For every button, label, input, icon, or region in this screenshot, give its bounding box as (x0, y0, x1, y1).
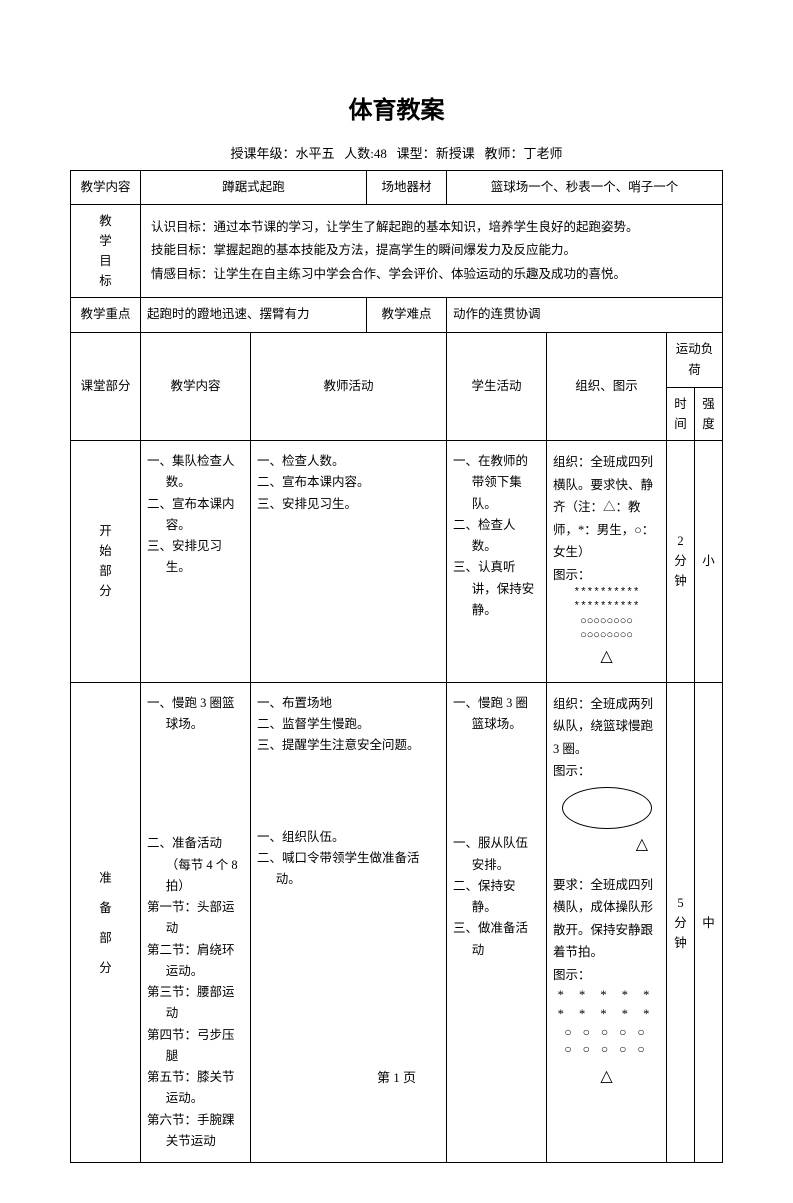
teacher-triangle-icon: △ (636, 831, 648, 860)
keypoint-value: 起跑时的蹬地迅速、摆臂有力 (141, 298, 367, 332)
cell-equipment-label: 场地器材 (367, 171, 447, 205)
list-item: 一、布置场地 (257, 693, 440, 714)
table-row: 教学内容 蹲踞式起跑 场地器材 篮球场一个、秒表一个、哨子一个 (71, 171, 723, 205)
hdr-load: 运动负荷 (667, 332, 723, 388)
cell-content-value: 蹲踞式起跑 (141, 171, 367, 205)
table-row-start: 开始部分 一、集队检查人数。 二、宣布本课内容。 三、安排见习生。 一、检查人数… (71, 441, 723, 683)
grade-label: 授课年级： (231, 146, 296, 161)
hdr-content: 教学内容 (141, 332, 251, 441)
start-org: 组织：全班成四列横队。要求快、静齐（注：△：教师，*：男生，○：女生） 图示： … (547, 441, 667, 683)
list-item: 第六节：手腕踝关节运动 (147, 1110, 244, 1153)
keypoint-label: 教学重点 (71, 298, 141, 332)
difficulty-label: 教学难点 (367, 298, 447, 332)
type-label: 课型： (397, 146, 436, 161)
diagram-row: ○○○○○○○○ (553, 629, 660, 643)
goal-3: 情感目标：让学生在自主练习中学会合作、学会评价、体验运动的乐趣及成功的喜悦。 (151, 263, 712, 287)
table-row: 教学重点 起跑时的蹬地迅速、摆臂有力 教学难点 动作的连贯协调 (71, 298, 723, 332)
start-time: 2分钟 (667, 441, 695, 683)
diagram-row: * * * * * (553, 1005, 660, 1024)
org-legend: 图示： (553, 964, 660, 987)
list-item: 二、宣布本课内容。 (147, 494, 244, 537)
meta-line: 授课年级：水平五 人数:48 课型：新授课 教师：丁老师 (70, 143, 723, 162)
start-intensity: 小 (695, 441, 723, 683)
prep-label: 准备部分 (71, 682, 141, 1162)
org-legend: 图示： (553, 760, 660, 783)
hdr-student: 学生活动 (447, 332, 547, 441)
diagram-row: ○ ○ ○ ○ ○ (553, 1024, 660, 1041)
teacher-value: 丁老师 (523, 146, 562, 161)
list-item: 一、组织队伍。 (257, 827, 440, 848)
start-teacher: 一、检查人数。 二、宣布本课内容。 三、安排见习生。 (251, 441, 447, 683)
table-row: 教学目标 认识目标：通过本节课的学习，让学生了解起跑的基本知识，培养学生良好的起… (71, 205, 723, 298)
org-text: 组织：全班成四列横队。要求快、静齐（注：△：教师，*：男生，○：女生） (553, 451, 660, 564)
list-item: 一、慢跑 3 圈篮球场。 (147, 693, 244, 736)
hdr-org: 组织、图示 (547, 332, 667, 441)
org-text: 组织：全班成两列纵队，绕篮球慢跑 3 圈。 (553, 693, 660, 761)
type-value: 新授课 (436, 146, 475, 161)
list-item: 一、慢跑 3 圈篮球场。 (453, 693, 540, 736)
list-item: 三、认真听讲，保持安静。 (453, 557, 540, 621)
prep-intensity: 中 (695, 682, 723, 1162)
list-item: 二、宣布本课内容。 (257, 472, 440, 493)
diagram-row: ********** (553, 586, 660, 600)
teacher-label: 教师： (484, 146, 523, 161)
goals-cell: 认识目标：通过本节课的学习，让学生了解起跑的基本知识，培养学生良好的起跑姿势。 … (141, 205, 723, 298)
page-title: 体育教案 (70, 90, 723, 125)
list-item: 二、保持安静。 (453, 876, 540, 919)
start-student: 一、在教师的带领下集队。 二、检查人数。 三、认真听讲，保持安静。 (447, 441, 547, 683)
hdr-intensity: 强度 (695, 388, 723, 441)
org-text: 要求：全班成四列横队，成体操队形散开。保持安静跟着节拍。 (553, 874, 660, 964)
diagram-row: * * * * * (553, 986, 660, 1005)
list-item: 三、做准备活动 (453, 918, 540, 961)
list-item: 一、在教师的带领下集队。 (453, 451, 540, 515)
table-row: 课堂部分 教学内容 教师活动 学生活动 组织、图示 运动负荷 (71, 332, 723, 388)
list-item: 二、准备活动（每节 4 个 8 拍） (147, 833, 244, 897)
hdr-time: 时间 (667, 388, 695, 441)
list-item: 二、检查人数。 (453, 515, 540, 558)
list-item: 一、服从队伍安排。 (453, 833, 540, 876)
list-item: 第一节：头部运动 (147, 897, 244, 940)
table-row-prep: 准备部分 一、慢跑 3 圈篮球场。 二、准备活动（每节 4 个 8 拍） 第一节… (71, 682, 723, 1162)
diagram-row: ○ ○ ○ ○ ○ (553, 1041, 660, 1058)
cell-equipment-value: 篮球场一个、秒表一个、哨子一个 (447, 171, 723, 205)
list-item: 三、提醒学生注意安全问题。 (257, 735, 440, 756)
prep-content: 一、慢跑 3 圈篮球场。 二、准备活动（每节 4 个 8 拍） 第一节：头部运动… (141, 682, 251, 1162)
hdr-teacher: 教师活动 (251, 332, 447, 441)
list-item: 一、检查人数。 (257, 451, 440, 472)
list-item: 第四节：弓步压腿 (147, 1025, 244, 1068)
count-value: 48 (374, 146, 387, 161)
list-item: 一、集队检查人数。 (147, 451, 244, 494)
prep-teacher: 一、布置场地 二、监督学生慢跑。 三、提醒学生注意安全问题。 一、组织队伍。 二… (251, 682, 447, 1162)
diagram-row: ○○○○○○○○ (553, 615, 660, 629)
ellipse-diagram-icon (562, 787, 652, 829)
start-content: 一、集队检查人数。 二、宣布本课内容。 三、安排见习生。 (141, 441, 251, 683)
lesson-plan-table: 教学内容 蹲踞式起跑 场地器材 篮球场一个、秒表一个、哨子一个 教学目标 认识目… (70, 170, 723, 1163)
cell-content-label: 教学内容 (71, 171, 141, 205)
grade-value: 水平五 (296, 146, 335, 161)
hdr-part: 课堂部分 (71, 332, 141, 441)
prep-student: 一、慢跑 3 圈篮球场。 一、服从队伍安排。 二、保持安静。 三、做准备活动 (447, 682, 547, 1162)
goal-1: 认识目标：通过本节课的学习，让学生了解起跑的基本知识，培养学生良好的起跑姿势。 (151, 216, 712, 240)
page-footer: 第 1 页 (0, 1067, 793, 1086)
list-item: 第三节：腰部运动 (147, 982, 244, 1025)
count-label: 人数: (344, 146, 374, 161)
prep-time: 5分钟 (667, 682, 695, 1162)
teacher-triangle-icon: △ (600, 643, 612, 672)
start-label: 开始部分 (71, 441, 141, 683)
prep-org: 组织：全班成两列纵队，绕篮球慢跑 3 圈。 图示： △ 要求：全班成四列横队，成… (547, 682, 667, 1162)
list-item: 第二节：肩绕环运动。 (147, 940, 244, 983)
list-item: 二、监督学生慢跑。 (257, 714, 440, 735)
diagram-row: ********** (553, 600, 660, 614)
org-legend: 图示： (553, 564, 660, 587)
difficulty-value: 动作的连贯协调 (447, 298, 723, 332)
list-item: 三、安排见习生。 (257, 494, 440, 515)
goal-2: 技能目标：掌握起跑的基本技能及方法，提高学生的瞬间爆发力及反应能力。 (151, 239, 712, 263)
list-item: 三、安排见习生。 (147, 536, 244, 579)
goals-label: 教学目标 (71, 205, 141, 298)
list-item: 二、喊口令带领学生做准备活动。 (257, 848, 440, 891)
